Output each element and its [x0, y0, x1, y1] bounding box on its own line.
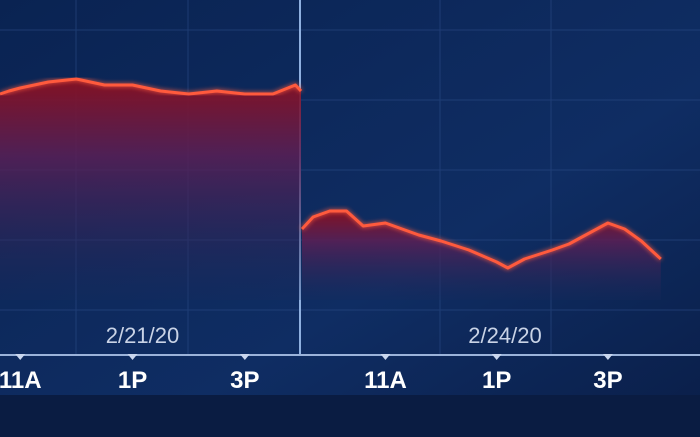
tick-mark [491, 354, 502, 360]
x-tick-label: 11A [0, 367, 42, 394]
date-label: 2/24/20 [468, 323, 541, 348]
x-tick-label: 1P [118, 367, 147, 394]
tick-mark [127, 354, 138, 360]
price-line [0, 77, 303, 96]
x-tick-label: 1P [482, 367, 511, 394]
tick-mark [239, 354, 250, 360]
price-line [300, 209, 662, 270]
tick-mark [380, 354, 391, 360]
x-tick-label: 3P [230, 367, 259, 394]
x-tick-label: 11A [364, 367, 407, 394]
footer-band [0, 395, 700, 437]
x-tick-label: 3P [593, 367, 622, 394]
tick-mark [15, 354, 26, 360]
area-fill [0, 79, 301, 300]
tick-mark [602, 354, 613, 360]
date-label: 2/21/20 [106, 323, 179, 348]
